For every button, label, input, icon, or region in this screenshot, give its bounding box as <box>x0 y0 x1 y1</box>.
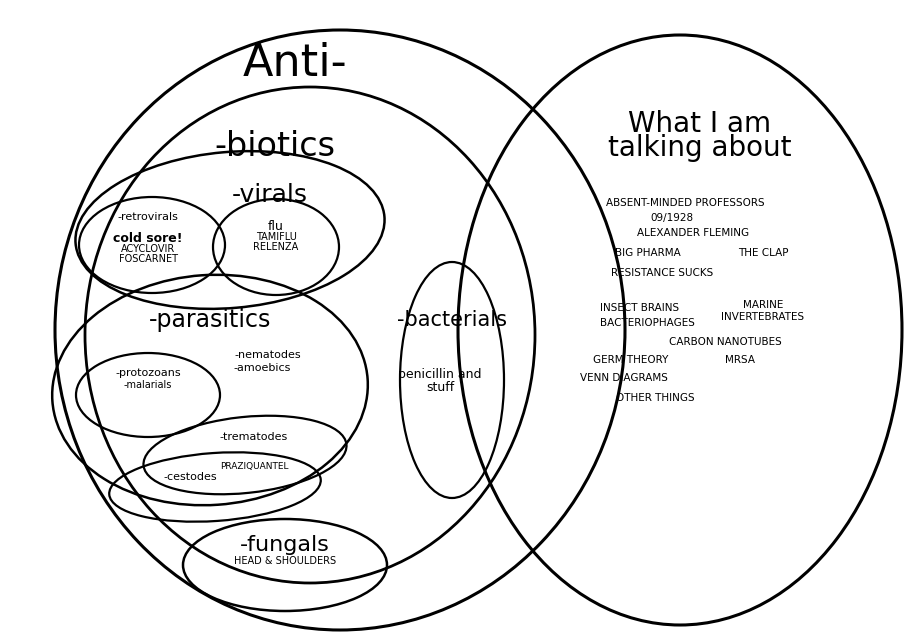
Text: ALEXANDER FLEMING: ALEXANDER FLEMING <box>637 228 749 238</box>
Text: INVERTEBRATES: INVERTEBRATES <box>722 312 805 322</box>
Text: -virals: -virals <box>232 183 308 207</box>
Text: -bacterials: -bacterials <box>397 310 507 330</box>
Text: Anti-: Anti- <box>243 42 347 85</box>
Text: BACTERIOPHAGES: BACTERIOPHAGES <box>600 318 695 328</box>
Text: RESISTANCE SUCKS: RESISTANCE SUCKS <box>611 268 713 278</box>
Text: FOSCARNET: FOSCARNET <box>118 254 177 264</box>
Text: ABSENT-MINDED PROFESSORS: ABSENT-MINDED PROFESSORS <box>606 198 764 208</box>
Text: MARINE: MARINE <box>743 300 784 310</box>
Text: -biotics: -biotics <box>214 130 335 163</box>
Text: TAMIFLU: TAMIFLU <box>256 232 297 242</box>
Text: penicillin and: penicillin and <box>398 368 481 381</box>
Text: What I am: What I am <box>628 110 772 138</box>
Text: talking about: talking about <box>608 134 792 162</box>
Text: -retrovirals: -retrovirals <box>117 212 178 222</box>
Text: flu: flu <box>268 220 284 233</box>
Text: OTHER THINGS: OTHER THINGS <box>615 393 694 403</box>
Text: BIG PHARMA: BIG PHARMA <box>615 248 681 258</box>
Text: cold sore!: cold sore! <box>114 232 183 245</box>
Text: -cestodes: -cestodes <box>164 472 217 482</box>
Text: -protozoans: -protozoans <box>116 368 181 378</box>
Text: THE CLAP: THE CLAP <box>737 248 788 258</box>
Text: 09/1928: 09/1928 <box>650 213 694 223</box>
Text: ACYCLOVIR: ACYCLOVIR <box>121 244 176 254</box>
Text: RELENZA: RELENZA <box>253 242 298 252</box>
Text: HEAD & SHOULDERS: HEAD & SHOULDERS <box>234 556 336 566</box>
Text: CARBON NANOTUBES: CARBON NANOTUBES <box>669 337 782 347</box>
Text: -amoebics: -amoebics <box>234 363 291 373</box>
Text: -fungals: -fungals <box>240 535 330 555</box>
Text: -nematodes: -nematodes <box>235 350 301 360</box>
Text: -malarials: -malarials <box>124 380 172 390</box>
Text: MRSA: MRSA <box>725 355 755 365</box>
Text: stuff: stuff <box>426 381 454 394</box>
Text: -parasitics: -parasitics <box>149 308 271 332</box>
Text: -trematodes: -trematodes <box>220 432 288 442</box>
Text: INSECT BRAINS: INSECT BRAINS <box>601 303 679 313</box>
Text: GERM THEORY: GERM THEORY <box>593 355 669 365</box>
Text: PRAZIQUANTEL: PRAZIQUANTEL <box>220 462 288 471</box>
Text: VENN DIAGRAMS: VENN DIAGRAMS <box>580 373 668 383</box>
